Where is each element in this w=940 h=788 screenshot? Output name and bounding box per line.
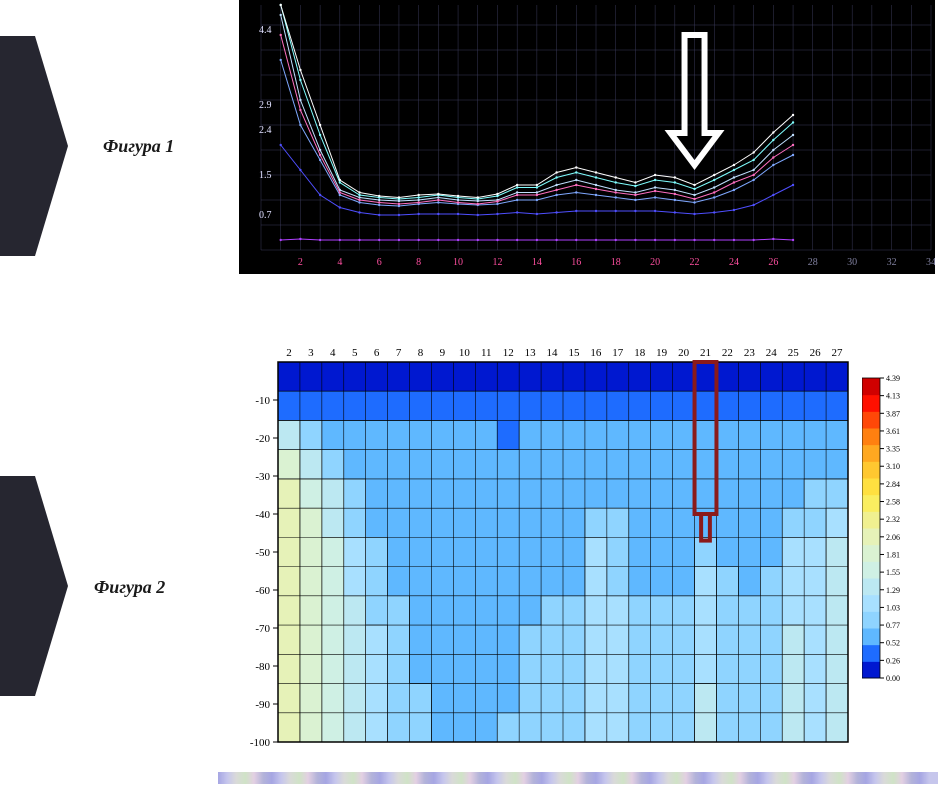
svg-text:4.4: 4.4 — [259, 25, 272, 36]
svg-text:23: 23 — [744, 347, 756, 359]
svg-text:-10: -10 — [255, 395, 270, 407]
svg-text:7: 7 — [396, 347, 402, 359]
svg-text:2.32: 2.32 — [886, 515, 900, 524]
svg-text:-70: -70 — [255, 623, 270, 635]
svg-text:6: 6 — [377, 257, 382, 268]
svg-text:0.00: 0.00 — [886, 674, 900, 683]
svg-text:21: 21 — [700, 347, 711, 359]
decorative-noise-strip — [218, 772, 938, 784]
svg-text:-50: -50 — [255, 547, 270, 559]
figure-2-label: Фигура 2 — [94, 577, 165, 598]
svg-text:5: 5 — [352, 347, 358, 359]
svg-text:30: 30 — [847, 257, 857, 268]
svg-text:6: 6 — [374, 347, 380, 359]
svg-text:26: 26 — [810, 347, 822, 359]
svg-text:34: 34 — [926, 257, 935, 268]
svg-text:26: 26 — [768, 257, 778, 268]
svg-text:16: 16 — [571, 257, 581, 268]
svg-text:4: 4 — [337, 257, 342, 268]
svg-text:17: 17 — [612, 347, 624, 359]
svg-text:4.39: 4.39 — [886, 374, 900, 383]
svg-text:12: 12 — [503, 347, 514, 359]
svg-text:15: 15 — [568, 347, 580, 359]
svg-text:0.52: 0.52 — [886, 639, 900, 648]
svg-text:-30: -30 — [255, 471, 270, 483]
svg-text:14: 14 — [532, 257, 542, 268]
svg-text:0.26: 0.26 — [886, 656, 900, 665]
svg-text:22: 22 — [690, 257, 700, 268]
svg-text:1.29: 1.29 — [886, 586, 900, 595]
figure-1-chart: 0.71.52.42.94.42468101214161820222426283… — [239, 0, 935, 274]
svg-text:1.03: 1.03 — [886, 603, 900, 612]
svg-text:20: 20 — [678, 347, 690, 359]
svg-text:9: 9 — [440, 347, 446, 359]
svg-text:1.5: 1.5 — [259, 170, 272, 181]
svg-text:19: 19 — [656, 347, 668, 359]
svg-text:18: 18 — [611, 257, 621, 268]
svg-text:2.9: 2.9 — [259, 100, 272, 111]
svg-text:16: 16 — [590, 347, 602, 359]
svg-text:-90: -90 — [255, 699, 270, 711]
figure-1-label: Фигура 1 — [103, 136, 174, 157]
svg-text:20: 20 — [650, 257, 660, 268]
svg-text:4: 4 — [330, 347, 336, 359]
svg-text:4.13: 4.13 — [886, 392, 900, 401]
svg-text:1.81: 1.81 — [886, 550, 900, 559]
svg-text:10: 10 — [453, 257, 463, 268]
svg-text:18: 18 — [634, 347, 646, 359]
svg-text:3.10: 3.10 — [886, 462, 900, 471]
svg-text:2.06: 2.06 — [886, 533, 900, 542]
svg-text:8: 8 — [416, 257, 421, 268]
svg-text:-100: -100 — [250, 737, 271, 749]
svg-text:24: 24 — [729, 257, 739, 268]
svg-text:8: 8 — [418, 347, 424, 359]
svg-text:-80: -80 — [255, 661, 270, 673]
svg-text:2.84: 2.84 — [886, 480, 900, 489]
svg-text:27: 27 — [832, 347, 844, 359]
svg-text:3.35: 3.35 — [886, 445, 900, 454]
svg-text:1.55: 1.55 — [886, 568, 900, 577]
svg-text:2.58: 2.58 — [886, 498, 900, 507]
svg-text:0.7: 0.7 — [259, 210, 272, 221]
svg-text:-20: -20 — [255, 433, 270, 445]
figure-2-chart: 2345678910111213141516171819202122232425… — [240, 340, 940, 760]
svg-text:-60: -60 — [255, 585, 270, 597]
svg-text:13: 13 — [525, 347, 537, 359]
svg-text:28: 28 — [808, 257, 818, 268]
svg-text:3.61: 3.61 — [886, 427, 900, 436]
svg-text:2.4: 2.4 — [259, 125, 272, 136]
svg-text:24: 24 — [766, 347, 778, 359]
svg-text:22: 22 — [722, 347, 733, 359]
svg-text:11: 11 — [481, 347, 492, 359]
svg-text:10: 10 — [459, 347, 471, 359]
svg-text:14: 14 — [547, 347, 559, 359]
svg-text:-40: -40 — [255, 509, 270, 521]
svg-text:25: 25 — [788, 347, 800, 359]
svg-text:3.87: 3.87 — [886, 409, 900, 418]
svg-text:3: 3 — [308, 347, 314, 359]
svg-text:0.77: 0.77 — [886, 621, 900, 630]
svg-text:2: 2 — [298, 257, 303, 268]
svg-text:12: 12 — [492, 257, 502, 268]
section-marker-2 — [0, 0, 70, 788]
svg-text:2: 2 — [286, 347, 292, 359]
svg-text:32: 32 — [887, 257, 897, 268]
